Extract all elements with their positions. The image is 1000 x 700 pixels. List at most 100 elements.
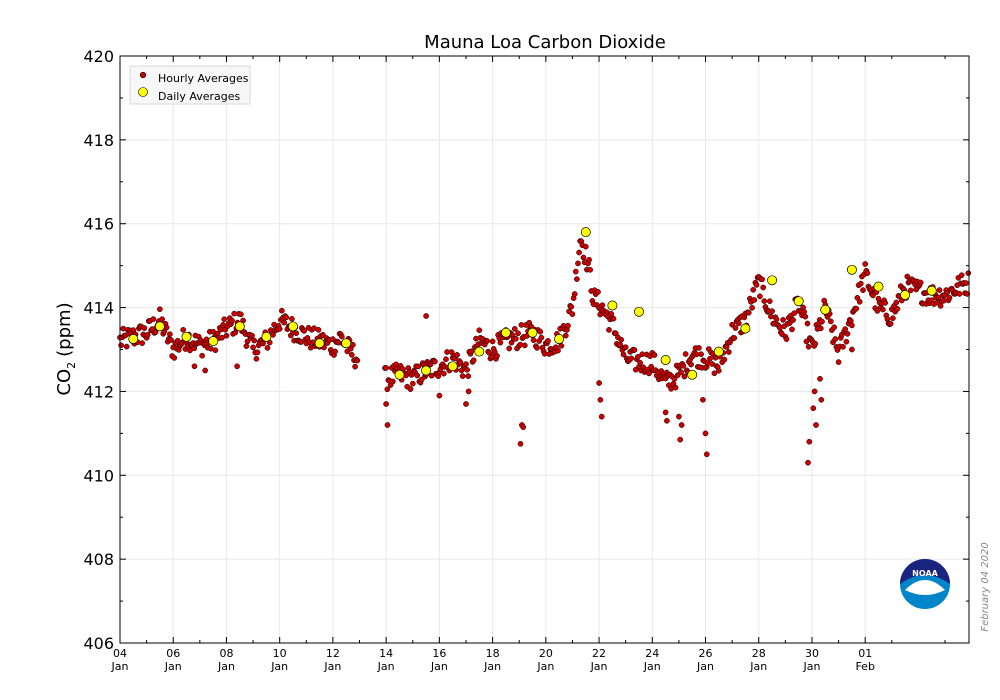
hourly-point xyxy=(530,337,537,344)
x-tick-label: 28 xyxy=(752,647,766,660)
hourly-point xyxy=(840,343,846,350)
hourly-point xyxy=(463,401,469,407)
hourly-point xyxy=(489,338,496,345)
hourly-point xyxy=(750,286,757,293)
hourly-point xyxy=(470,357,477,364)
hourly-point xyxy=(698,351,704,358)
hourly-point xyxy=(407,386,414,392)
hourly-point xyxy=(597,396,604,403)
daily-point xyxy=(181,331,192,342)
y-tick-label: 410 xyxy=(83,466,114,485)
hourly-point xyxy=(817,375,823,382)
hourly-point xyxy=(893,299,900,306)
hourly-point xyxy=(844,330,851,337)
hourly-point xyxy=(835,359,842,365)
hourly-point xyxy=(571,291,578,297)
hourly-point xyxy=(383,401,389,407)
hourly-point xyxy=(459,373,466,379)
hourly-point xyxy=(783,336,790,342)
hourly-point xyxy=(827,318,834,325)
hourly-point xyxy=(857,280,864,287)
daily-point xyxy=(261,331,272,342)
hourly-point xyxy=(243,343,250,349)
hourly-point xyxy=(301,328,307,334)
noaa-logo-bird xyxy=(905,580,945,595)
daily-point xyxy=(873,281,884,292)
hourly-point xyxy=(832,336,839,342)
hourly-point xyxy=(620,351,627,358)
hourly-point xyxy=(484,338,490,344)
daily-point xyxy=(288,321,298,332)
hourly-point xyxy=(238,311,244,318)
legend-marker-daily xyxy=(138,87,148,97)
daily-point xyxy=(394,369,405,380)
hourly-point xyxy=(463,361,469,367)
daily-point xyxy=(554,334,565,344)
hourly-point xyxy=(144,331,151,338)
hourly-point xyxy=(805,459,811,466)
hourly-point xyxy=(622,344,629,351)
x-tick-month-label: Jan xyxy=(430,660,448,673)
hourly-point xyxy=(348,351,355,358)
hourly-point xyxy=(384,422,391,428)
hourly-point xyxy=(468,348,475,355)
hourly-point xyxy=(279,307,285,314)
daily-series xyxy=(128,227,937,380)
x-tick-month-label: Jan xyxy=(164,660,182,673)
hourly-point xyxy=(887,320,894,327)
x-tick-label: 06 xyxy=(166,647,180,660)
hourly-point xyxy=(707,355,713,362)
x-tick-label: 22 xyxy=(592,647,606,660)
daily-point xyxy=(128,334,139,344)
date-stamp: February 04 2020 xyxy=(980,542,991,631)
hourly-point xyxy=(251,337,258,344)
hourly-point xyxy=(555,347,561,354)
hourly-point xyxy=(281,319,287,326)
hourly-point xyxy=(735,320,742,327)
hourly-point xyxy=(651,352,658,358)
legend-marker-hourly xyxy=(139,71,147,79)
hourly-point xyxy=(283,314,290,321)
hourly-point xyxy=(618,336,625,343)
hourly-point xyxy=(415,363,422,370)
hourly-point xyxy=(917,279,924,286)
y-tick-label: 418 xyxy=(83,131,114,150)
noaa-logo-top xyxy=(900,559,950,584)
hourly-point xyxy=(610,315,617,322)
x-tick-label: 12 xyxy=(326,647,340,660)
hourly-point xyxy=(212,347,219,354)
hourly-point xyxy=(575,260,581,267)
hourly-point xyxy=(749,304,755,311)
daily-point xyxy=(341,338,352,349)
x-tick-label: 18 xyxy=(486,647,500,660)
y-tick-label: 408 xyxy=(83,550,114,569)
hourly-point xyxy=(464,366,470,373)
hourly-point xyxy=(849,322,855,329)
hourly-point xyxy=(637,359,643,366)
hourly-point xyxy=(171,355,178,361)
hourly-point xyxy=(936,287,943,293)
hourly-point xyxy=(688,361,694,368)
hourly-point xyxy=(725,349,732,355)
daily-point xyxy=(926,285,937,296)
hourly-point xyxy=(780,317,786,323)
hourly-point xyxy=(457,359,464,366)
x-tick-label: 04 xyxy=(113,647,127,660)
hourly-point xyxy=(506,345,513,352)
hourly-point xyxy=(580,254,587,261)
x-tick-label: 08 xyxy=(219,647,233,660)
hourly-point xyxy=(711,370,718,377)
legend-label-hourly: Hourly Averages xyxy=(158,72,249,85)
hourly-point xyxy=(682,351,689,357)
hourly-point xyxy=(831,324,838,331)
hourly-point xyxy=(253,355,260,362)
daily-point xyxy=(208,336,219,347)
hourly-point xyxy=(574,276,580,282)
daily-point xyxy=(846,264,857,275)
daily-point xyxy=(500,327,511,338)
hourly-point xyxy=(191,363,198,370)
hourly-point xyxy=(587,266,594,273)
hourly-point xyxy=(234,363,240,370)
hourly-point xyxy=(167,331,173,338)
hourly-point xyxy=(174,337,181,344)
